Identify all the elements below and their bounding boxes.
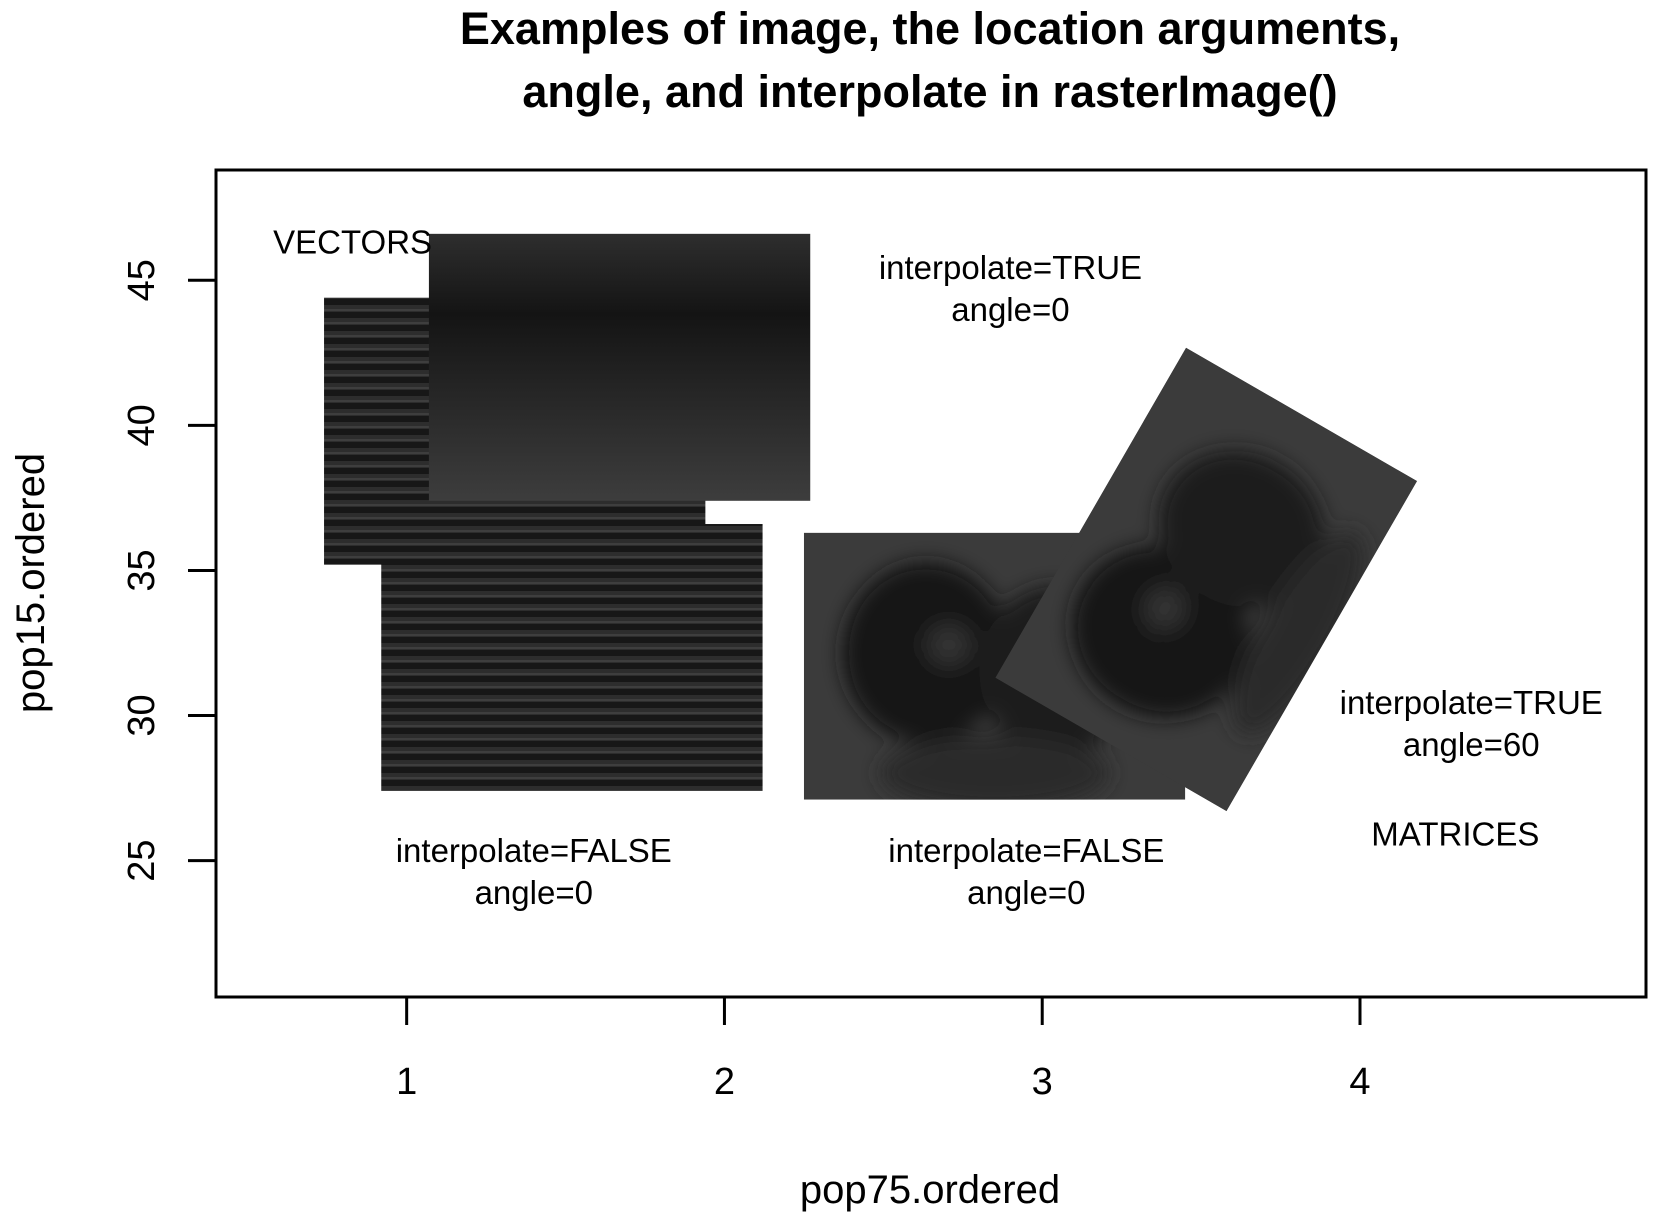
annotation-line: angle=0 (967, 874, 1085, 911)
annotation-line: angle=60 (1403, 726, 1540, 763)
y-axis: 25 30 35 40 45 (121, 259, 218, 882)
x-tick-label: 2 (714, 1061, 735, 1103)
annotation-line: interpolate=FALSE (888, 832, 1164, 869)
vector-raster-smooth (428, 233, 811, 501)
annotation-line: interpolate=TRUE (1340, 684, 1603, 721)
annotation: interpolate=TRUE angle=60 (1340, 684, 1603, 763)
chart-title-line-1: Examples of image, the location argument… (460, 3, 1400, 54)
y-axis-label: pop15.ordered (9, 453, 53, 713)
annotation: interpolate=TRUE angle=0 (879, 249, 1142, 328)
y-tick-label: 30 (121, 694, 163, 736)
annotation-line: angle=0 (951, 291, 1069, 328)
annotation: VECTORS (273, 224, 432, 261)
chart-title: Examples of image, the location argument… (460, 3, 1400, 117)
annotation-line: interpolate=TRUE (879, 249, 1142, 286)
annotation: MATRICES (1371, 816, 1539, 853)
x-tick-label: 1 (396, 1061, 417, 1103)
y-tick-label: 35 (121, 549, 163, 591)
x-tick-label: 3 (1032, 1061, 1053, 1103)
y-tick-label: 25 (121, 839, 163, 881)
vector-raster-striped-front (381, 524, 763, 791)
annotation-line: MATRICES (1371, 816, 1539, 853)
y-tick-label: 45 (121, 259, 163, 301)
raster-images (324, 233, 1418, 812)
annotation: interpolate=FALSE angle=0 (396, 832, 672, 911)
annotation: interpolate=FALSE angle=0 (888, 832, 1164, 911)
annotation-line: interpolate=FALSE (396, 832, 672, 869)
x-axis: 1 2 3 4 (396, 995, 1371, 1103)
matrix-raster-rotated (995, 347, 1418, 812)
x-tick-label: 4 (1349, 1061, 1370, 1103)
chart-title-line-2: angle, and interpolate in rasterImage() (522, 66, 1337, 117)
y-tick-label: 40 (121, 404, 163, 446)
x-axis-label: pop75.ordered (800, 1168, 1060, 1212)
annotations: VECTORSinterpolate=TRUEangle=0interpolat… (273, 224, 1603, 912)
annotation-line: VECTORS (273, 224, 432, 261)
annotation-line: angle=0 (475, 874, 593, 911)
